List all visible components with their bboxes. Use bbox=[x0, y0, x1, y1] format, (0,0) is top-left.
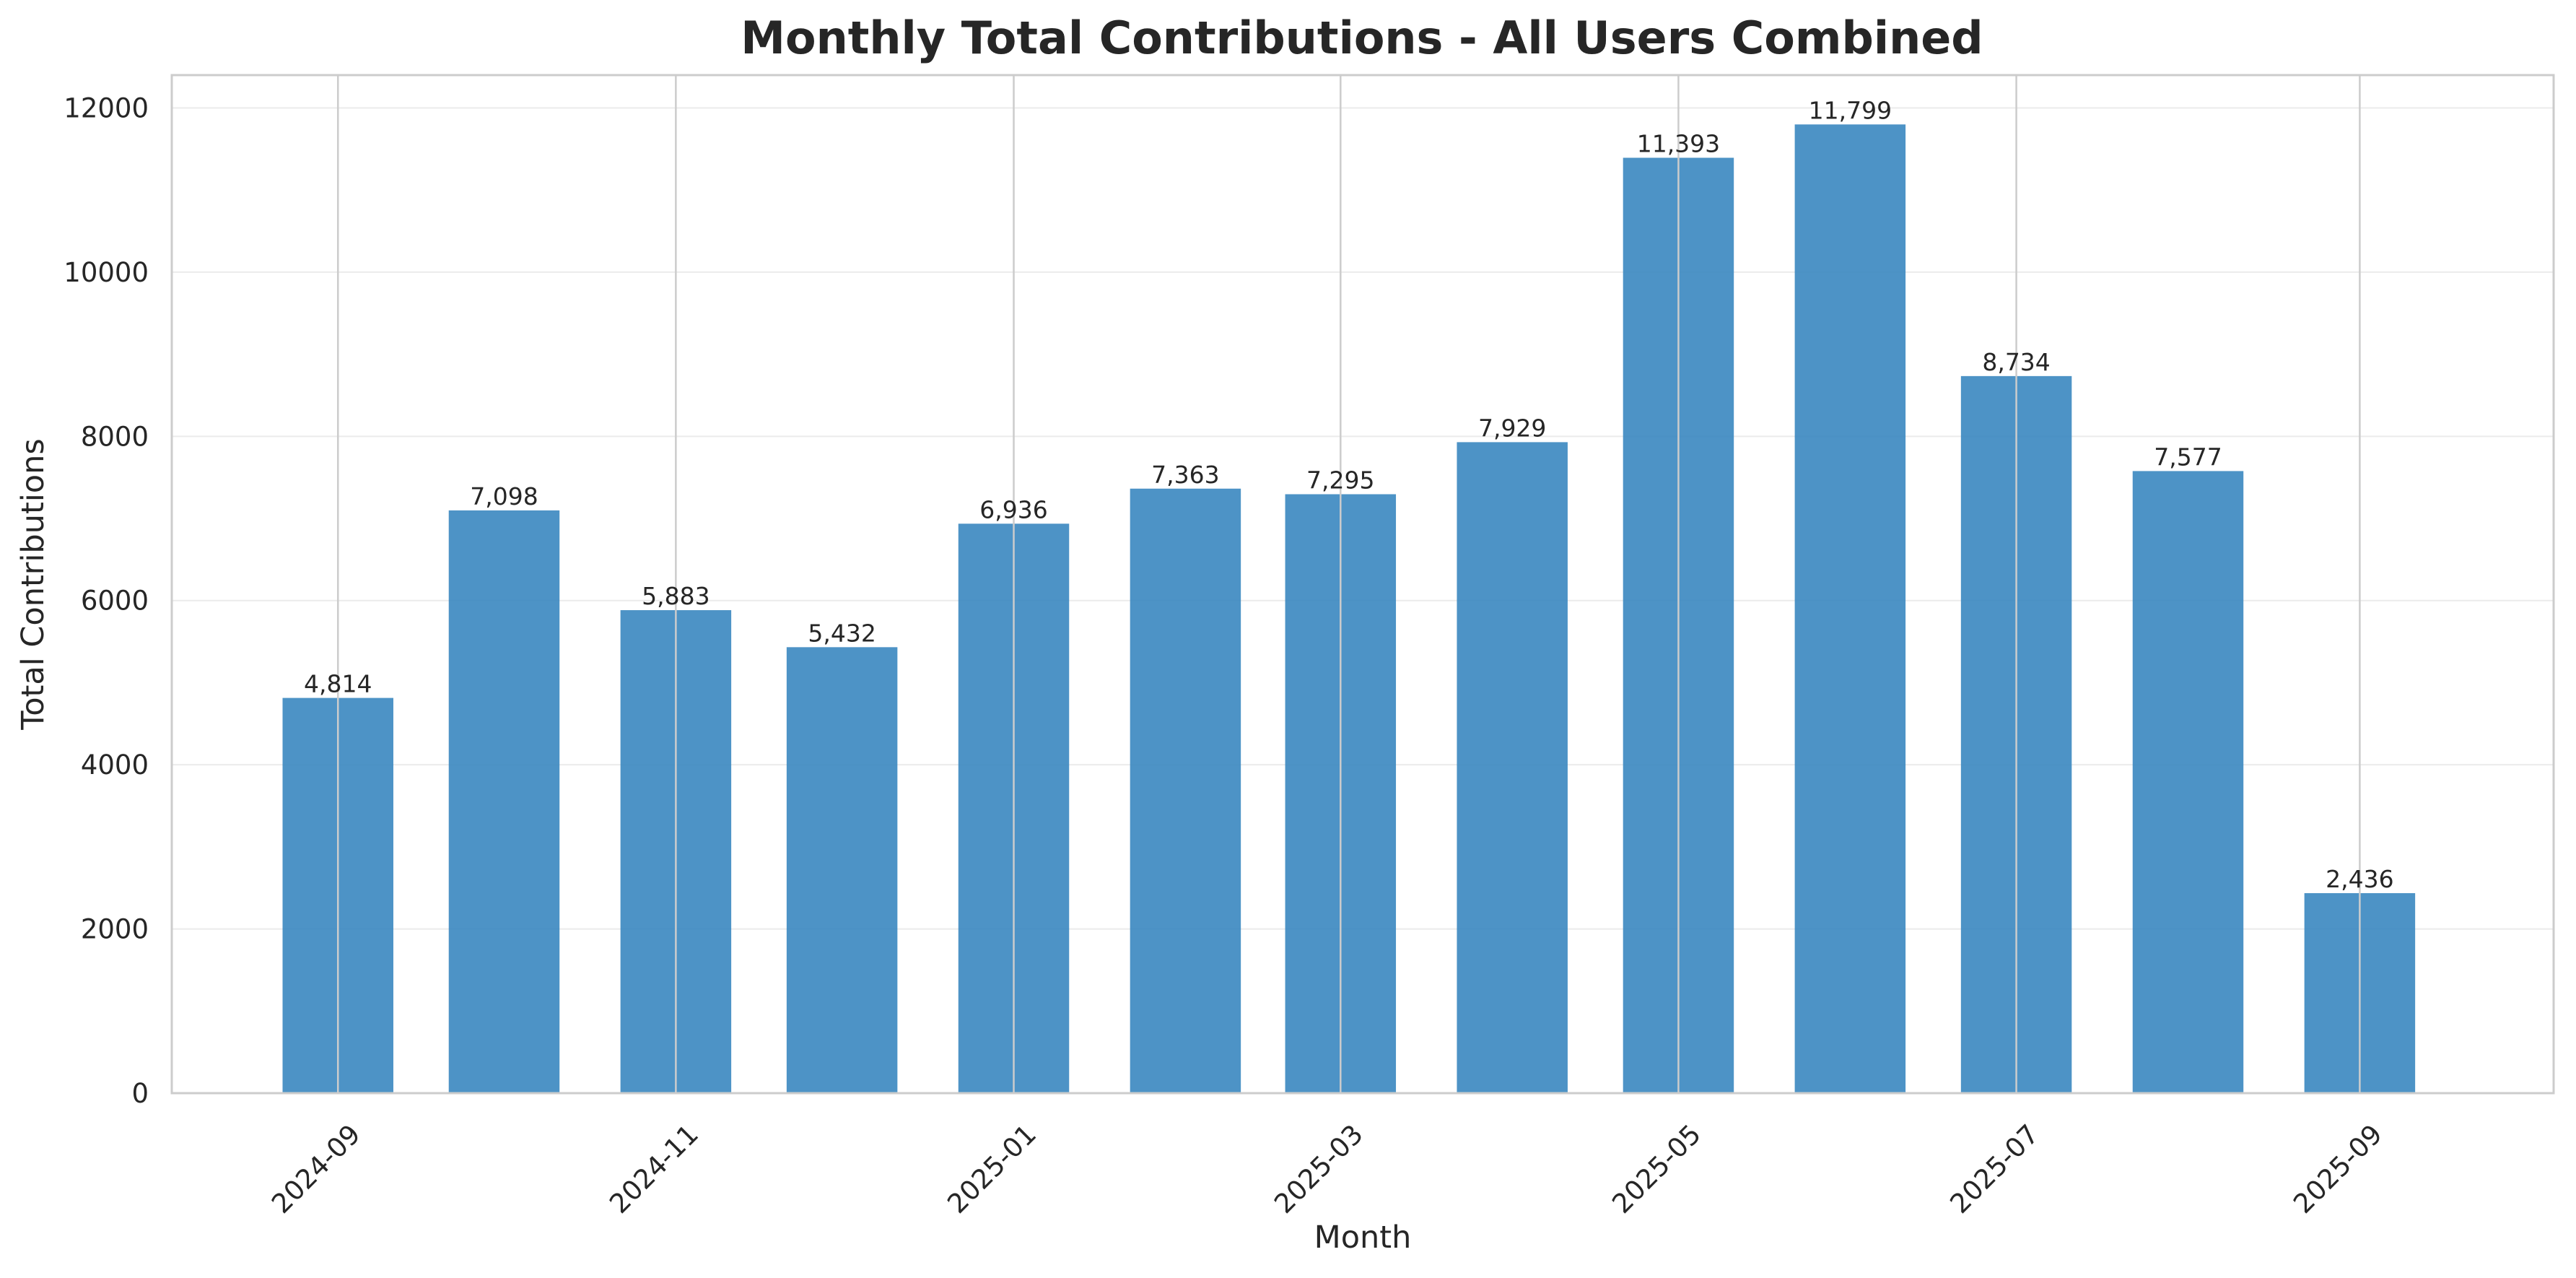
y-tick-label: 10000 bbox=[64, 257, 149, 288]
data-label: 7,098 bbox=[470, 482, 538, 510]
y-tick-label: 4000 bbox=[81, 749, 149, 781]
data-label: 7,363 bbox=[1151, 461, 1219, 489]
data-label: 4,814 bbox=[304, 670, 372, 698]
data-label: 7,295 bbox=[1306, 466, 1374, 494]
y-tick-label: 2000 bbox=[81, 914, 149, 945]
bar-2024-10 bbox=[448, 510, 560, 1093]
y-tick-label: 8000 bbox=[81, 421, 149, 452]
bar-2025-08 bbox=[2132, 471, 2244, 1093]
data-label: 7,929 bbox=[1478, 414, 1546, 442]
data-label: 5,883 bbox=[642, 582, 710, 610]
y-tick-label: 0 bbox=[131, 1078, 149, 1109]
data-labels-layer: 4,814 7,098 5,883 5,432 6,936 7,363 7,295 7,929… bbox=[304, 96, 2394, 893]
y-axis-ticks: 0 2000 4000 6000 8000 10000 12000 bbox=[64, 92, 149, 1109]
y-tick-label: 6000 bbox=[81, 586, 149, 617]
data-label: 7,577 bbox=[2154, 443, 2222, 471]
data-label: 11,799 bbox=[1809, 96, 1892, 124]
bar-2025-02 bbox=[1130, 488, 1241, 1093]
y-tick-label: 12000 bbox=[64, 92, 149, 123]
data-label: 8,734 bbox=[1982, 348, 2050, 376]
chart-title: Monthly Total Contributions - All Users … bbox=[741, 12, 1983, 64]
bar-2025-06 bbox=[1794, 124, 1906, 1094]
data-label: 2,436 bbox=[2326, 865, 2393, 893]
data-label: 11,393 bbox=[1637, 130, 1720, 158]
plot-frame bbox=[170, 74, 2555, 1095]
vertical-grid-layer bbox=[336, 75, 2361, 1093]
x-axis-label: Month bbox=[1314, 1220, 1412, 1256]
data-label: 6,936 bbox=[979, 495, 1047, 523]
bar-2025-04 bbox=[1457, 442, 1568, 1093]
data-label: 5,432 bbox=[808, 619, 876, 647]
y-axis-label: Total Contributions bbox=[15, 438, 51, 730]
bar-2024-12 bbox=[786, 647, 898, 1093]
